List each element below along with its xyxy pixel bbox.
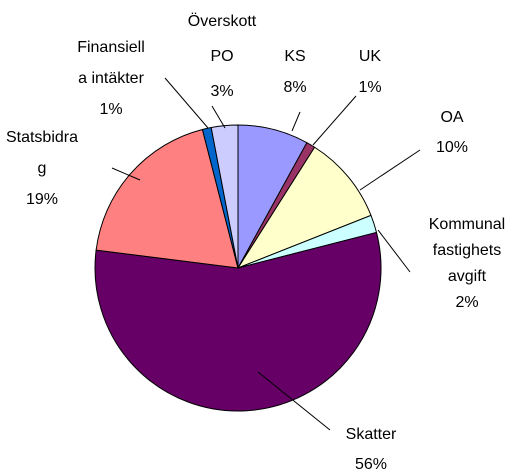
pie-slice — [236, 146, 372, 270]
value-label: 2% — [455, 294, 478, 311]
pie-slice — [94, 231, 382, 412]
value-label: 56% — [355, 456, 387, 473]
leader-line — [359, 149, 421, 191]
value-label: 10% — [436, 139, 468, 156]
slice-label: avgift — [448, 268, 487, 285]
pie-slice — [95, 128, 239, 269]
value-label: 1% — [99, 101, 122, 118]
value-label: 1% — [358, 79, 381, 96]
slice-label: a intäkter — [78, 70, 144, 87]
slice-label: Statsbidra — [6, 129, 78, 146]
slice-label: Skatter — [346, 426, 397, 443]
slice-label: Finansiell — [77, 39, 145, 56]
leader-line — [377, 229, 411, 273]
slice-label: PO — [210, 48, 233, 65]
pie-slice — [210, 124, 239, 269]
value-label: 8% — [283, 79, 306, 96]
leader-line — [257, 371, 331, 431]
value-label: 19% — [26, 191, 58, 208]
slice-label: g — [38, 160, 47, 177]
leader-line — [291, 111, 301, 132]
leader-line — [111, 167, 141, 181]
slice-label: OA — [440, 109, 463, 126]
leader-line — [312, 95, 357, 146]
leader-line — [211, 105, 226, 129]
slice-label: Kommunal — [429, 216, 505, 233]
slice-label: fastighets — [433, 242, 501, 259]
slice-label: KS — [284, 48, 305, 65]
value-label: 3% — [210, 83, 233, 100]
slice-label: Överskott — [188, 12, 257, 30]
slice-label: UK — [359, 48, 382, 65]
leader-line — [164, 77, 209, 129]
